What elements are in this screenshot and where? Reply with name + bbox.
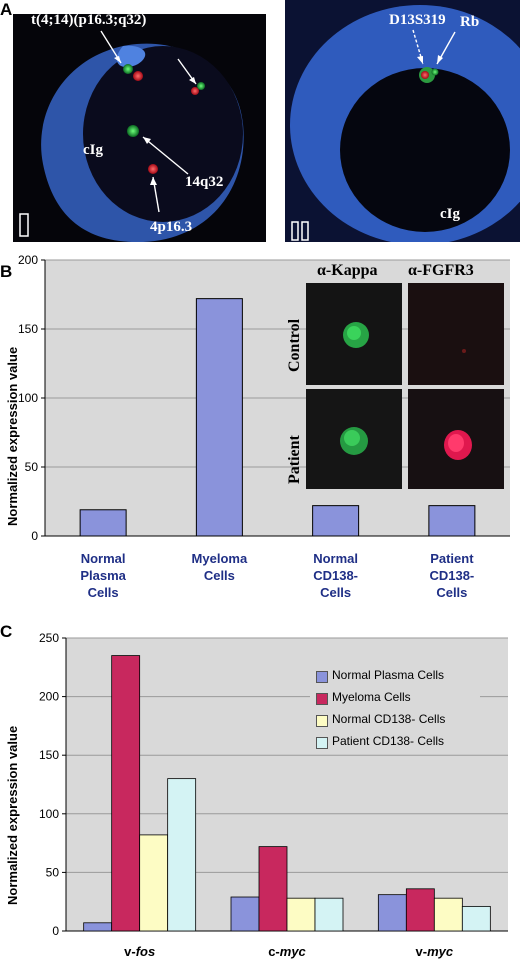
chart-b-bar <box>79 509 127 537</box>
micrograph-ii-image <box>285 0 520 242</box>
chart-b-bar <box>312 505 360 537</box>
chart-b-tick-label: 200 <box>18 253 38 267</box>
chart-c-bar <box>433 897 463 932</box>
micrograph-i-image <box>19 30 244 242</box>
chart-c-tick-label: 200 <box>39 690 59 704</box>
chart-c-tick-label: 100 <box>39 807 59 821</box>
chart-b-tick-label: 100 <box>18 391 38 405</box>
legend-label: Normal CD138- Cells <box>332 712 446 726</box>
chart-b-category-label: Normal CD138- Cells <box>313 551 359 600</box>
inset-row-control: Control <box>286 318 303 372</box>
chart-c-tick-label: 50 <box>46 865 60 879</box>
legend-label: Myeloma Cells <box>332 690 411 704</box>
inset-title-kappa: α-Kappa <box>317 262 378 279</box>
chart-c-bar <box>461 905 491 932</box>
label-cig-i: cIg <box>83 142 103 158</box>
chart-c-bar <box>83 922 113 932</box>
label-4p163: 4p16.3 <box>150 219 193 235</box>
label-cig-ii: cIg <box>440 206 460 222</box>
legend-label: Patient CD138- Cells <box>332 734 445 748</box>
chart-c-bar <box>139 834 169 932</box>
label-rb: Rb <box>460 14 480 30</box>
legend-swatch <box>316 693 328 705</box>
chart-b-tick-label: 150 <box>18 322 38 336</box>
chart-c-category-label: v-fos <box>124 944 156 959</box>
chart-c-bar <box>314 897 344 932</box>
chart-c-category-label: c-myc <box>268 944 306 959</box>
chart-b-tick-label: 50 <box>25 460 39 474</box>
inset-title-fgfr3: α-FGFR3 <box>408 262 474 279</box>
legend-swatch <box>316 715 328 727</box>
inset-patient-fgfr3 <box>408 389 504 489</box>
panel-a-letter: A <box>0 0 13 19</box>
chart-c-bar <box>258 846 288 932</box>
chart-b-category-label: Normal Plasma Cells <box>80 551 126 600</box>
inset-control-fgfr3 <box>408 283 504 385</box>
inset-row-patient: Patient <box>286 435 303 484</box>
chart-b-category-label: Myeloma Cells <box>191 551 248 583</box>
inset-patient-kappa <box>306 389 402 489</box>
label-14q32: 14q32 <box>185 174 224 190</box>
panel-b-letter: B <box>0 262 13 281</box>
chart-c-bar <box>286 897 316 932</box>
chart-c-bar <box>230 896 260 932</box>
panel-c-letter: C <box>0 622 13 641</box>
chart-c-bar <box>111 655 141 932</box>
label-d13s319: D13S319 <box>389 12 446 28</box>
chart-c-legend-box <box>310 662 480 754</box>
chart-b-bar <box>195 298 243 537</box>
inset-control-kappa <box>306 283 402 385</box>
legend-swatch <box>316 671 328 683</box>
label-translocation: t(4;14)(p16.3;q32) <box>31 14 147 28</box>
chart-b-bar <box>428 505 476 537</box>
chart-c-bar <box>377 894 407 932</box>
legend-swatch <box>316 737 328 749</box>
chart-c-tick-label: 0 <box>52 924 59 938</box>
chart-b-category-label: Patient CD138- Cells <box>429 551 475 600</box>
chart-c-bar <box>405 888 435 932</box>
legend-label: Normal Plasma Cells <box>332 668 445 682</box>
chart-b-tick-label: 0 <box>31 529 38 543</box>
chart-c-tick-label: 250 <box>39 631 59 645</box>
micrograph-ii: D13S319 Rb cIg ii <box>285 0 520 242</box>
chart-c-bar <box>167 778 197 932</box>
chart-c-category-label: v-myc <box>415 944 454 959</box>
chart-c-tick-label: 150 <box>39 748 59 762</box>
micrograph-i: t(4;14)(p16.3;q32) cIg 14q32 4p16.3 i <box>13 14 266 242</box>
